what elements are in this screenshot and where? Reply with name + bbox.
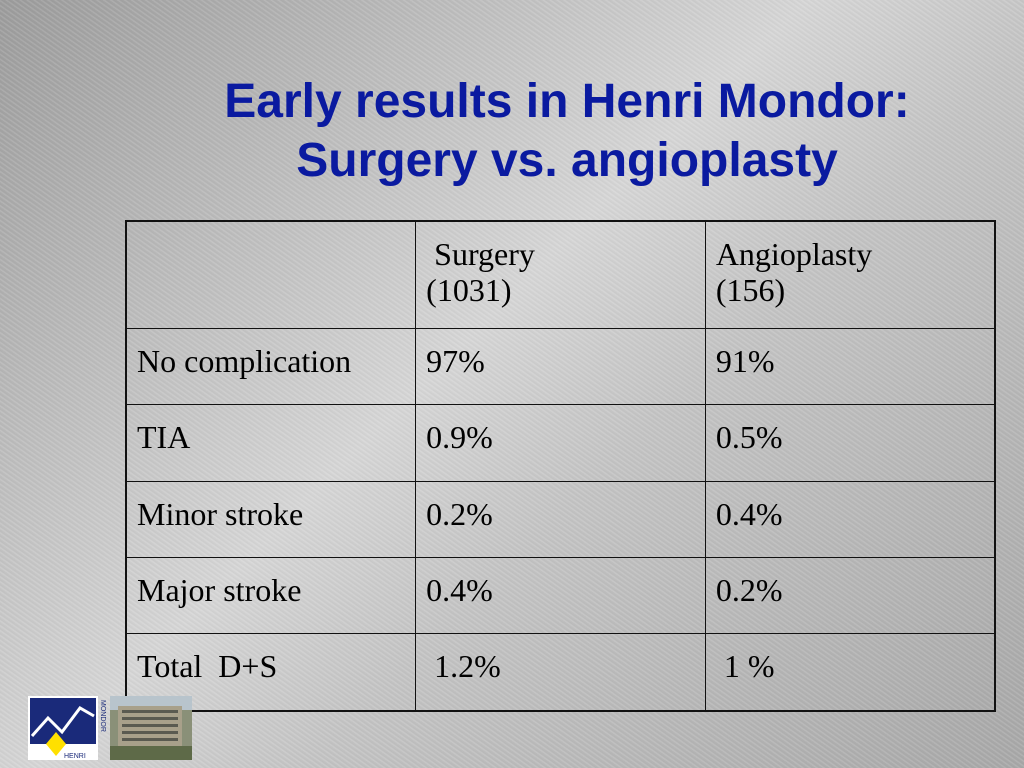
angioplasty-value: 1 % [704,633,996,712]
slide-title-line-1: Early results in Henri Mondor: [224,75,910,128]
photo-window-band [122,731,178,734]
surgery-value: 97% [415,327,706,406]
results-table: Surgery (1031) Angioplasty (156) No comp… [125,220,996,712]
surgery-value: 0.2% [415,480,706,559]
logo-trend-line [30,706,95,737]
logo-text-vertical: MONDOR [99,700,106,732]
henri-mondor-logo: HENRI MONDOR [28,696,192,760]
table-row: Total D+S 1.2% 1 % [125,633,996,712]
angioplasty-value: 91% [704,327,996,406]
table-row: No complication 97% 91% [125,327,996,406]
angioplasty-value: 0.2% [704,557,996,635]
surgery-value: 0.9% [415,404,706,482]
table-row: TIA 0.9% 0.5% [125,404,996,482]
photo-window-band [122,717,178,720]
row-label: Major stroke [125,557,417,635]
slide-title-line-2: Surgery vs. angioplasty [296,134,838,187]
table-row: Major stroke 0.4% 0.2% [125,557,996,635]
logo-navy-field [30,698,96,744]
table-header-row: Surgery (1031) Angioplasty (156) [125,220,996,329]
photo-window-band [122,724,178,727]
slide-title: Early results in Henri Mondor: Surgery v… [110,72,1024,190]
angioplasty-value: 0.5% [704,404,996,482]
logo-text-horizontal: HENRI [64,753,86,760]
table-header-surgery: Surgery (1031) [415,220,706,329]
photo-window-band [122,738,178,741]
surgery-value: 0.4% [415,557,706,635]
surgery-value: 1.2% [415,633,706,712]
angioplasty-value: 0.4% [704,480,996,559]
row-label: TIA [125,404,417,482]
table-header-angioplasty: Angioplasty (156) [704,220,996,329]
photo-ground [110,746,192,760]
row-label: No complication [125,327,417,406]
logo-yellow-diamond [46,732,66,756]
table-row: Minor stroke 0.2% 0.4% [125,480,996,559]
table-header-corner [125,220,417,329]
row-label: Minor stroke [125,480,417,559]
photo-window-band [122,710,178,713]
